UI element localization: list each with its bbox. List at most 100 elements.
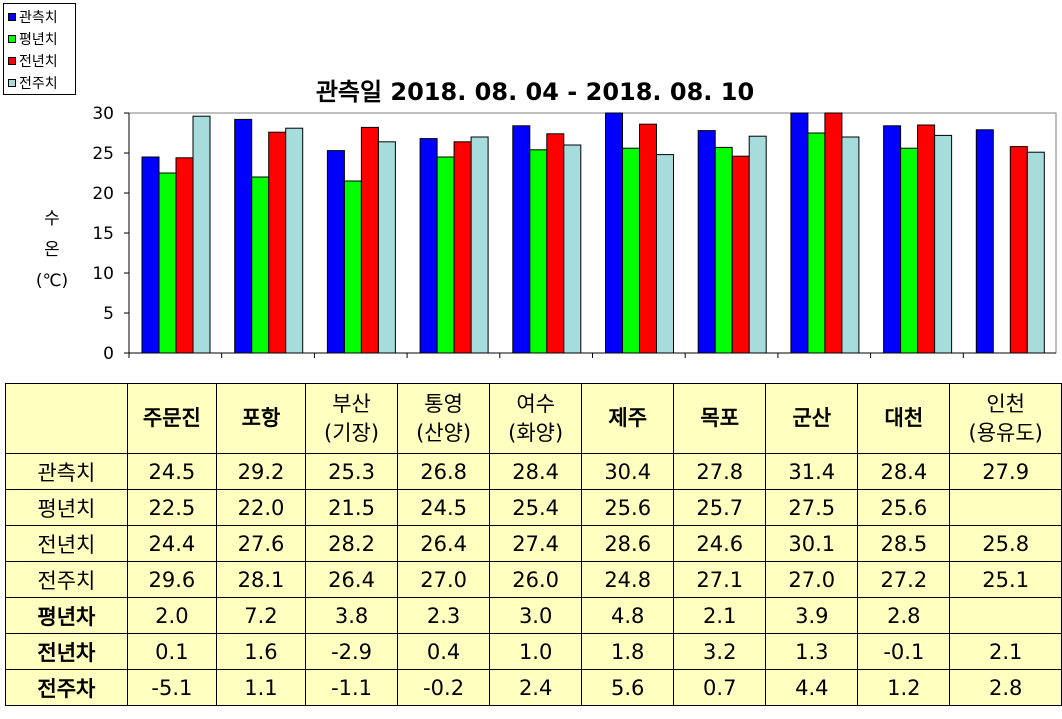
- table-cell: 28.4: [857, 453, 951, 490]
- legend-item: 평년치: [8, 28, 75, 50]
- bar: [622, 147, 640, 354]
- table-cell: 1.2: [857, 669, 951, 706]
- table-column-header: 포항: [215, 383, 307, 454]
- table-row: 평년차 2.0 7.2 3.8 2.3 3.0 4.8 2.1 3.9 2.8: [5, 597, 1062, 634]
- table-cell: 28.6: [581, 525, 675, 562]
- bar: [343, 180, 362, 354]
- table-cell: 3.8: [305, 597, 399, 634]
- bar: [917, 124, 936, 354]
- y-axis-label-line: (℃): [35, 271, 69, 291]
- table-cell: 2.4: [489, 669, 583, 706]
- column-header-line: 통영: [424, 391, 463, 416]
- y-axis-label: 수 온 (℃): [32, 204, 72, 297]
- table-cell: 4.8: [581, 597, 675, 634]
- y-tick-label: 5: [103, 304, 114, 324]
- table-row-label: 전년차: [5, 633, 128, 670]
- table-cell: 26.8: [397, 453, 491, 490]
- table-cell: 25.4: [489, 489, 583, 526]
- y-tick-label: 15: [92, 224, 114, 244]
- table-cell: [949, 489, 1062, 526]
- bar: [1026, 151, 1045, 354]
- table-row: 관측치 24.5 29.2 25.3 26.8 28.4 30.4 27.8 31.4 28.4 2…: [5, 453, 1062, 490]
- y-tick-label: 20: [92, 184, 114, 204]
- bar: [900, 147, 919, 354]
- bar: [141, 156, 160, 354]
- column-header-line: 제주: [608, 406, 648, 430]
- table-column-header: 목포: [673, 383, 767, 454]
- bar: [605, 112, 623, 354]
- table-cell: 24.5: [397, 489, 491, 526]
- bar: [697, 130, 716, 354]
- table-cell: 1.3: [765, 633, 859, 670]
- table-row: 전년치 24.4 27.6 28.2 26.4 27.4 28.6 24.6 30.1 28.5 2…: [5, 525, 1062, 562]
- table-cell: 1.6: [215, 633, 307, 670]
- table-cell: 22.0: [215, 489, 307, 526]
- bar-chart: 0 5 10 15 20 25 30: [92, 104, 1057, 362]
- table-cell: -1.1: [305, 669, 399, 706]
- legend-label: 관측치: [19, 10, 58, 26]
- column-header-line: 목포: [700, 406, 740, 430]
- column-header-line: 인천: [986, 391, 1025, 416]
- table-row-label: 관측치: [5, 453, 128, 490]
- table-row-label: 전년치: [5, 525, 128, 562]
- table-column-header: 주문진: [126, 383, 217, 454]
- y-tick-label: 10: [92, 264, 114, 284]
- table-cell: 24.5: [126, 453, 217, 490]
- bar: [453, 141, 472, 354]
- table-cell: 27.4: [489, 525, 583, 562]
- bar: [639, 123, 657, 354]
- table-header-row: 주문진 포항 부산 (기장) 통영 (산양) 여수 (화양) 제주 목포 군산 대천 인천 (용유도): [5, 383, 1062, 454]
- table-cell: 27.5: [765, 489, 859, 526]
- data-table: 주문진 포항 부산 (기장) 통영 (산양) 여수 (화양) 제주 목포 군산 대천 인천 (용유도) 관측…: [5, 383, 1062, 706]
- table-cell: 0.4: [397, 633, 491, 670]
- column-header-line: 대천: [884, 406, 924, 430]
- table-row-label: 평년차: [5, 597, 128, 634]
- bar: [377, 141, 396, 354]
- table-cell: 3.0: [489, 597, 583, 634]
- y-tick-label: 25: [92, 144, 114, 164]
- table-cell: 25.7: [673, 489, 767, 526]
- table-cell: 27.1: [673, 561, 767, 598]
- table-cell: 25.6: [581, 489, 675, 526]
- bar: [656, 154, 674, 354]
- y-tick-label: 30: [92, 104, 114, 124]
- table-cell: 0.1: [126, 633, 217, 670]
- table-cell: 5.6: [581, 669, 675, 706]
- table-corner-cell: [5, 383, 128, 454]
- table-column-header: 인천 (용유도): [949, 383, 1062, 454]
- bar: [824, 112, 843, 354]
- table-cell: 2.1: [673, 597, 767, 634]
- table-cell: 25.6: [857, 489, 951, 526]
- bar: [975, 129, 994, 354]
- table-cell: 2.0: [126, 597, 217, 634]
- column-header-line: (산양): [416, 420, 472, 445]
- table-cell: 24.8: [581, 561, 675, 598]
- table-cell: 24.4: [126, 525, 217, 562]
- table-cell: 27.6: [215, 525, 307, 562]
- bar: [529, 149, 548, 354]
- table-row: 평년치 22.5 22.0 21.5 24.5 25.4 25.6 25.7 27.5 25.6: [5, 489, 1062, 526]
- table-column-header: 제주: [581, 383, 675, 454]
- table-cell: 21.5: [305, 489, 399, 526]
- legend-label: 전년치: [19, 54, 58, 70]
- column-header-line: 포항: [241, 406, 281, 430]
- table-row: 전주차 -5.1 1.1 -1.1 -0.2 2.4 5.6 0.7 4.4 1.2 2.8: [5, 669, 1062, 706]
- legend-swatch: [8, 13, 16, 21]
- bar: [934, 134, 953, 354]
- table-row-label: 전주차: [5, 669, 128, 706]
- bar: [175, 157, 194, 354]
- column-header-line: (용유도): [968, 420, 1043, 445]
- bar: [546, 133, 565, 354]
- legend-swatch: [8, 35, 16, 43]
- table-cell: 2.8: [857, 597, 951, 634]
- column-header-line: 군산: [792, 406, 832, 430]
- chart-legend: 관측치 평년치 전년치 전주치: [3, 3, 76, 95]
- column-header-line: 부산: [332, 391, 371, 416]
- bar: [790, 112, 809, 354]
- bar: [563, 144, 582, 354]
- bar: [1009, 146, 1028, 354]
- table-cell: 28.4: [489, 453, 583, 490]
- table-cell: 26.0: [489, 561, 583, 598]
- y-tick-label: 0: [103, 344, 114, 362]
- table-cell: 28.2: [305, 525, 399, 562]
